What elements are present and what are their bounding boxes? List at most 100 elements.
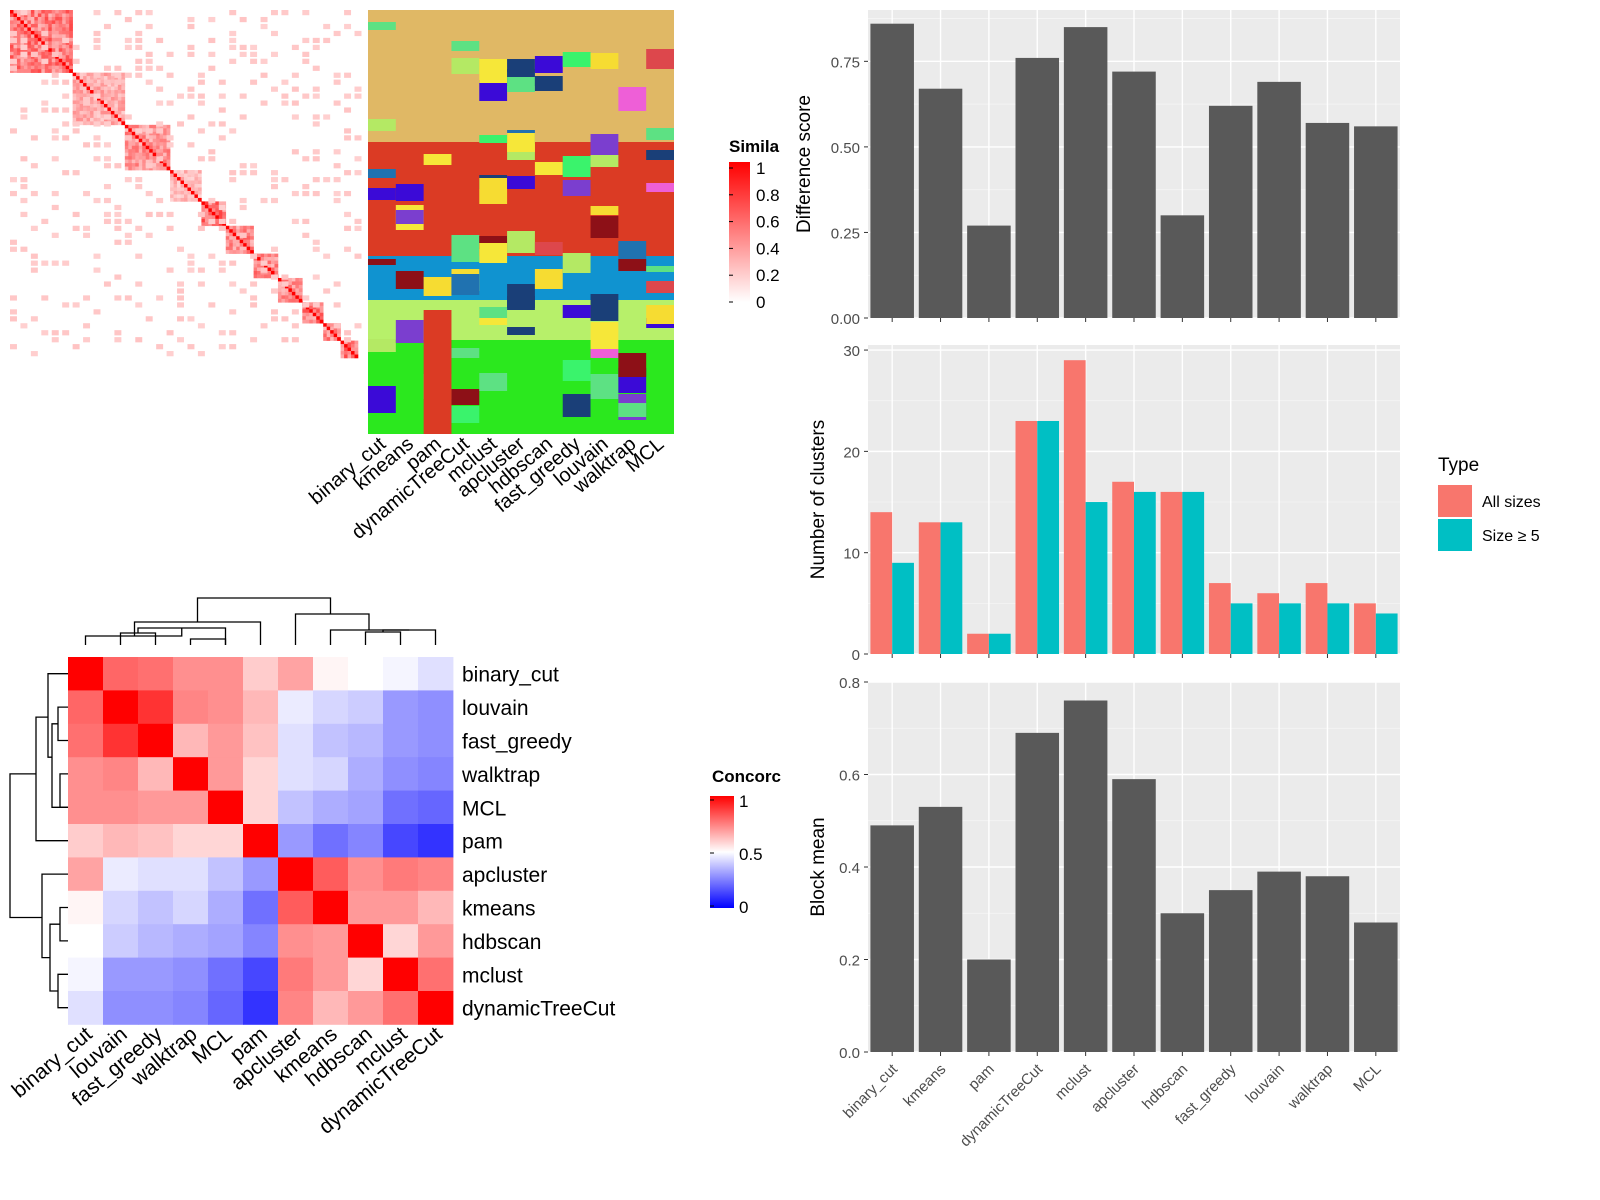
concordance-dendrograms bbox=[9, 597, 437, 1009]
x-tick-label: binary_cut bbox=[840, 1060, 902, 1122]
concordance-cell bbox=[103, 957, 139, 992]
cluster-labels-matrix bbox=[368, 10, 674, 434]
y-tick-label: 0.4 bbox=[839, 860, 860, 877]
x-tick-label: dynamicTreeCut bbox=[957, 1060, 1047, 1150]
similarity-legend-tick-label: 0.8 bbox=[756, 186, 780, 205]
left-dendrogram-branch bbox=[41, 873, 68, 959]
bar-size-ge-5 bbox=[988, 633, 1011, 654]
x-tick-label: apcluster bbox=[1088, 1061, 1143, 1116]
concordance-cell bbox=[243, 657, 279, 691]
bar-all-sizes bbox=[1160, 491, 1183, 654]
concordance-cell bbox=[173, 824, 209, 858]
bar-all-sizes bbox=[870, 512, 893, 654]
concordance-cell bbox=[103, 924, 139, 958]
concordance-cell bbox=[68, 924, 104, 958]
concordance-cell bbox=[173, 757, 209, 791]
left-dendrogram-branch bbox=[59, 773, 68, 808]
y-axis-title: Number of clusters bbox=[808, 420, 829, 579]
concordance-cell bbox=[173, 924, 209, 958]
y-tick-label: 0.2 bbox=[839, 953, 860, 970]
bar bbox=[967, 225, 1011, 318]
bar-size-ge-5 bbox=[1375, 613, 1398, 654]
bar-size-ge-5 bbox=[1327, 603, 1350, 654]
bar-all-sizes bbox=[1257, 593, 1280, 654]
concordance-legend: Concorc 1 0.5 0 bbox=[710, 767, 781, 917]
x-tick-label: louvain bbox=[1242, 1061, 1288, 1107]
bar-size-ge-5 bbox=[940, 522, 963, 654]
x-tick-label: MCL bbox=[1350, 1061, 1384, 1095]
concordance-cell bbox=[173, 723, 209, 758]
concordance-cell bbox=[348, 991, 384, 1025]
concordance-cell bbox=[173, 790, 209, 825]
bar-all-sizes bbox=[1208, 583, 1231, 654]
x-tick-label: mclust bbox=[1052, 1060, 1095, 1103]
concordance-cell bbox=[418, 690, 454, 725]
similarity-legend-tick-label: 0.4 bbox=[756, 239, 780, 258]
bar bbox=[1208, 890, 1253, 1052]
concordance-cell bbox=[278, 723, 314, 758]
concordance-cell bbox=[313, 857, 349, 892]
concordance-cell bbox=[348, 790, 384, 825]
similarity-legend-tick-label: 0 bbox=[756, 293, 765, 312]
concordance-cell bbox=[138, 924, 174, 958]
concordance-row-label: louvain bbox=[462, 697, 529, 720]
concordance-cell bbox=[138, 857, 174, 892]
concordance-cell bbox=[278, 890, 314, 925]
concordance-cell bbox=[278, 991, 314, 1025]
similarity-colorbar bbox=[729, 162, 750, 302]
concordance-cell bbox=[418, 790, 454, 825]
concordance-cell bbox=[138, 957, 174, 992]
bar bbox=[1160, 913, 1205, 1052]
concordance-cell bbox=[103, 857, 139, 892]
concordance-cell bbox=[208, 757, 244, 791]
bar-all-sizes bbox=[918, 522, 941, 654]
bar bbox=[1160, 215, 1205, 318]
concordance-cell bbox=[313, 657, 349, 691]
concordance-cell bbox=[243, 924, 279, 958]
bar bbox=[1257, 871, 1301, 1052]
bar bbox=[1063, 27, 1108, 318]
concordance-cell bbox=[243, 757, 279, 791]
concordance-cell bbox=[208, 657, 244, 691]
concordance-cell bbox=[418, 757, 454, 791]
concordance-cell bbox=[208, 957, 244, 992]
bar-size-ge-5 bbox=[1230, 603, 1253, 654]
concordance-cell bbox=[173, 957, 209, 992]
concordance-cell bbox=[348, 924, 384, 958]
concordance-cell bbox=[103, 890, 139, 925]
concordance-row-label: MCL bbox=[462, 797, 506, 820]
bar bbox=[1305, 122, 1350, 318]
concordance-row-label: pam bbox=[462, 831, 503, 854]
concordance-legend-tick-label: 0.5 bbox=[739, 845, 763, 864]
concordance-cell bbox=[138, 790, 174, 825]
top-dendrogram-branch bbox=[364, 631, 402, 645]
bar bbox=[918, 88, 963, 318]
bar-all-sizes bbox=[1354, 603, 1376, 654]
bar bbox=[1208, 105, 1253, 318]
concordance-cell bbox=[173, 857, 209, 892]
concordance-cell bbox=[383, 824, 419, 858]
cluster-labels-method-names: binary_cutkmeanspamdynamicTreeCutmclusta… bbox=[305, 433, 668, 544]
labels-pam-block bbox=[423, 310, 452, 434]
concordance-row-label: dynamicTreeCut bbox=[462, 998, 615, 1021]
concordance-cell bbox=[68, 690, 104, 725]
concordance-row-label: mclust bbox=[462, 964, 523, 987]
bar-size-ge-5 bbox=[1182, 491, 1205, 654]
concordance-cell bbox=[278, 957, 314, 992]
concordance-cell bbox=[313, 890, 349, 925]
concordance-cell bbox=[418, 991, 454, 1025]
y-axis-title: Difference score bbox=[794, 95, 815, 233]
concordance-cell bbox=[138, 723, 174, 758]
concordance-cell bbox=[418, 857, 454, 892]
y-tick-label: 0.00 bbox=[831, 311, 860, 328]
number-of-clusters-chart: 0 10 20 30 Number of clusters bbox=[808, 343, 1400, 664]
concordance-cell bbox=[173, 657, 209, 691]
concordance-cell bbox=[68, 657, 104, 691]
bar bbox=[967, 959, 1011, 1052]
concordance-cell bbox=[68, 991, 104, 1025]
concordance-cell bbox=[383, 757, 419, 791]
concordance-cell bbox=[103, 991, 139, 1025]
bar bbox=[1015, 57, 1060, 319]
y-tick-label: 0.75 bbox=[831, 54, 860, 71]
